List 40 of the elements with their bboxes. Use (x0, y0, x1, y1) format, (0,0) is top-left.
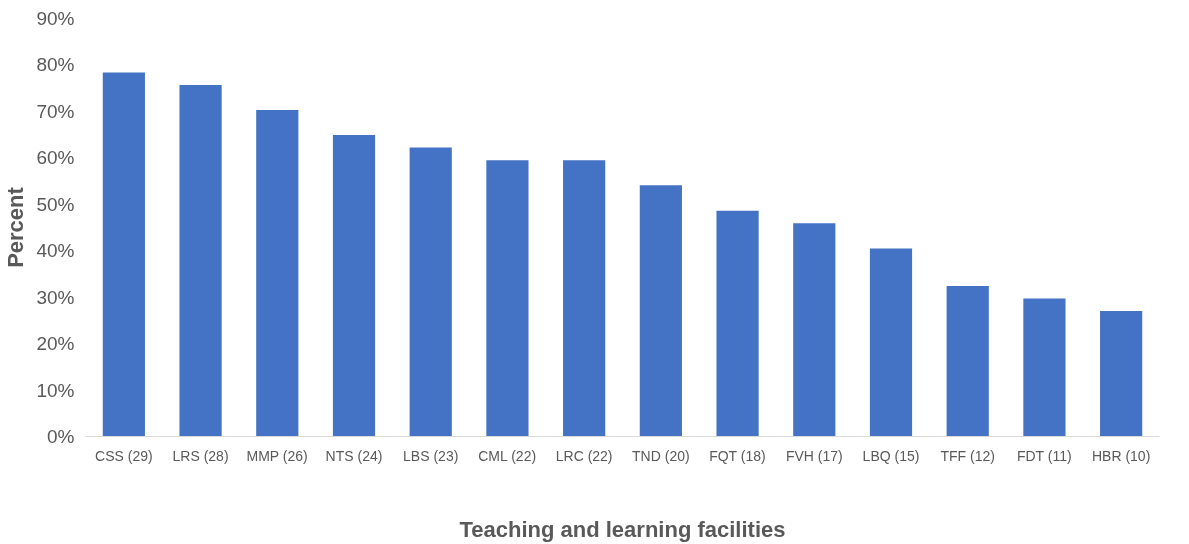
x-tick-label: FQT (18) (709, 447, 766, 464)
bar (1100, 311, 1143, 437)
bar (946, 286, 989, 437)
bar (793, 223, 836, 437)
x-tick-label: NTS (24) (325, 447, 383, 464)
bar (256, 110, 299, 437)
y-tick-label: 70% (36, 100, 75, 122)
bar (102, 72, 145, 437)
y-tick-label: 30% (36, 286, 75, 308)
y-tick-label: 60% (36, 147, 75, 169)
bar (869, 248, 913, 437)
y-tick-label: 40% (36, 240, 75, 262)
bar (716, 210, 759, 437)
x-tick-label: CSS (29) (95, 447, 153, 464)
y-tick-label: 90% (36, 8, 75, 29)
bar (563, 160, 606, 437)
y-tick-label: 50% (36, 193, 75, 215)
y-tick-label: 80% (36, 54, 75, 76)
x-tick-label: HBR (10) (1091, 447, 1151, 464)
x-axis-title: Teaching and learning facilities (459, 516, 786, 542)
y-tick-label: 0% (47, 426, 75, 447)
x-tick-label: LRC (22) (555, 447, 613, 464)
y-tick-label: 20% (36, 333, 75, 355)
x-tick-label: FDT (11) (1016, 447, 1072, 464)
bar (486, 160, 529, 437)
y-axis-title: Percent (3, 186, 29, 268)
bar (409, 147, 452, 437)
y-tick-label: 10% (36, 379, 75, 401)
x-tick-label: LBQ (15) (862, 447, 920, 464)
bar (639, 185, 682, 437)
x-tick-label: TFF (12) (940, 447, 995, 464)
x-tick-label: CML (22) (478, 447, 537, 464)
x-tick-label: LBS (23) (403, 447, 459, 464)
bar (1023, 298, 1066, 437)
bar (179, 84, 222, 437)
x-tick-label: MMP (26) (246, 447, 308, 464)
x-tick-label: TND (20) (632, 447, 690, 464)
x-tick-label: LRS (28) (172, 447, 229, 464)
bar (332, 135, 376, 437)
x-tick-label: FVH (17) (785, 447, 843, 464)
